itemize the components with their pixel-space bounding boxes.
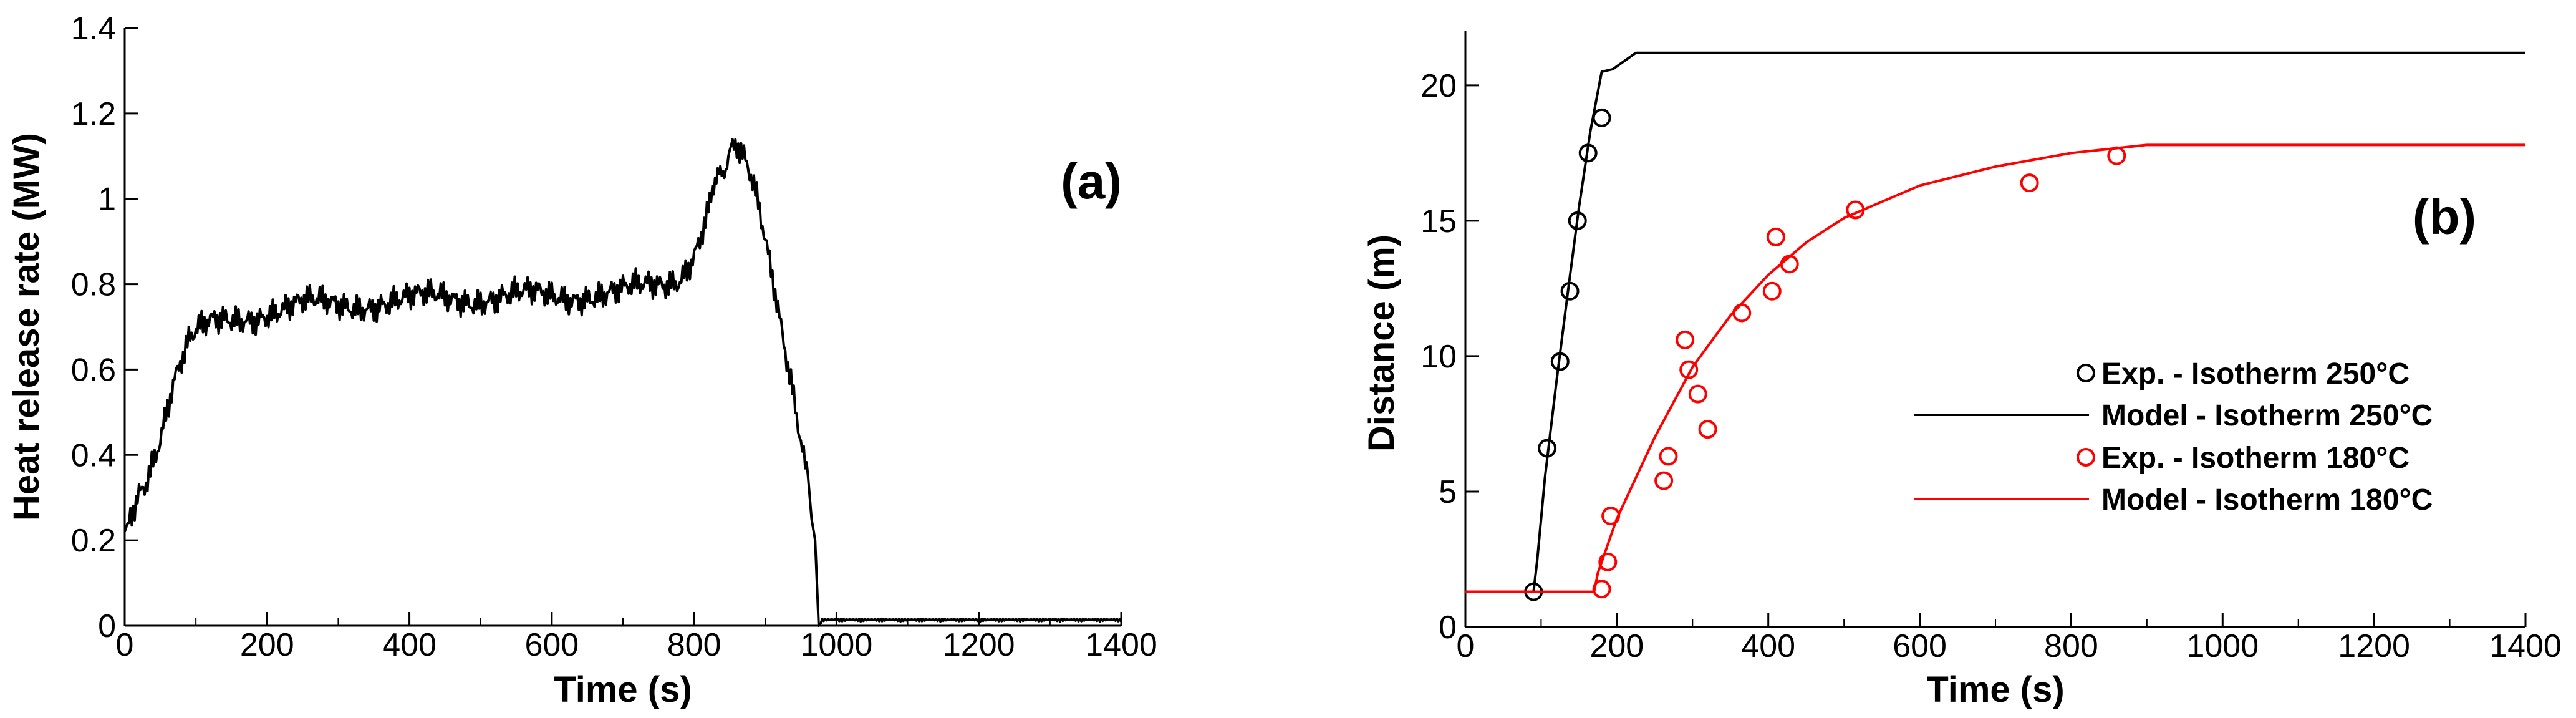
y-tick-label: 1.4: [71, 11, 116, 47]
y-tick-label: 0.6: [71, 352, 116, 388]
y-axis-label-b: Distance (m): [1361, 235, 1402, 452]
legend-label-model-250: Model - Isotherm 250°C: [2101, 399, 2433, 432]
data-point: [1688, 384, 1707, 404]
data-point: [1766, 227, 1785, 246]
x-tick-label: 1400: [1085, 627, 1157, 663]
data-point: [1676, 330, 1695, 349]
x-tick-labels-a: 0 200 400 600 800 1000 1200 1400: [116, 627, 1157, 663]
legend-label-exp-250: Exp. - Isotherm 250°C: [2101, 357, 2410, 391]
x-tick-labels-b: 0 200 400 600 800 1000 1200 1400: [1457, 628, 2562, 664]
y-tick-label: 0.2: [71, 523, 116, 559]
x-tick-label: 400: [1741, 628, 1795, 664]
series-group-b: [1465, 51, 2525, 601]
y-tick-label: 1: [98, 182, 116, 218]
x-tick-label: 800: [667, 627, 721, 663]
plot-area-b: [1465, 31, 2525, 627]
series-group-a: [123, 138, 1122, 627]
y-tick-label: 0.4: [71, 437, 116, 473]
x-tick-label: 600: [1893, 628, 1947, 664]
data-point: [1659, 447, 1678, 466]
x-tick-label: 0: [1457, 628, 1475, 664]
series-line: [1465, 51, 2525, 593]
series-line: [1465, 143, 2525, 593]
legend-marker-exp-180: [2077, 448, 2095, 467]
panel-label-a: (a): [1061, 153, 1122, 209]
x-tick-label: 600: [524, 627, 579, 663]
ticks-b: [1464, 84, 2527, 628]
y-tick-label: 15: [1421, 203, 1457, 240]
x-tick-label: 1200: [943, 627, 1015, 663]
x-tick-label: 1200: [2338, 628, 2410, 664]
series-line: [123, 138, 1122, 627]
y-tick-labels-b: 0 5 10 15 20: [1421, 68, 1457, 646]
legend-marker-exp-250: [2077, 364, 2095, 382]
legend-b: Exp. - Isotherm 250°C Model - Isotherm 2…: [1914, 357, 2433, 517]
data-point: [1654, 471, 1674, 490]
x-tick-label: 1000: [801, 627, 873, 663]
x-tick-label: 800: [2044, 628, 2098, 664]
data-point: [2020, 173, 2039, 193]
y-tick-label: 0: [98, 608, 116, 644]
chart-panel-a: 0 200 400 600 800 1000 1200 1400 0 0.2 0.4 0.6 0.8 1…: [6, 11, 1157, 710]
legend-label-exp-180: Exp. - Isotherm 180°C: [2101, 442, 2410, 475]
legend-label-model-180: Model - Isotherm 180°C: [2101, 483, 2433, 517]
y-tick-label: 0: [1439, 609, 1457, 646]
data-point: [1698, 420, 1717, 439]
y-tick-labels-a: 0 0.2 0.4 0.6 0.8 1 1.2 1.4: [71, 11, 116, 644]
x-tick-label: 0: [116, 627, 134, 663]
chart-panel-b: 0 200 400 600 800 1000 1200 1400 0 5 10 15 20 Time …: [1361, 31, 2562, 710]
data-point: [1762, 281, 1782, 301]
data-point: [1679, 360, 1699, 379]
y-axis-label-a: Heat release rate (MW): [6, 133, 47, 521]
y-tick-label: 0.8: [71, 267, 116, 303]
plot-area-a: [125, 28, 1121, 626]
x-tick-label: 400: [382, 627, 437, 663]
x-tick-label: 200: [1589, 628, 1644, 664]
x-axis-label-a: Time (s): [554, 669, 692, 710]
y-tick-label: 10: [1421, 339, 1457, 375]
y-tick-label: 5: [1439, 474, 1457, 510]
panel-label-b: (b): [2413, 189, 2476, 245]
y-tick-label: 1.2: [71, 96, 116, 132]
x-tick-label: 1000: [2186, 628, 2259, 664]
x-tick-label: 1400: [2489, 628, 2562, 664]
x-axis-label-b: Time (s): [1926, 669, 2064, 710]
y-tick-label: 20: [1421, 68, 1457, 104]
x-tick-label: 200: [240, 627, 294, 663]
data-point: [1598, 552, 1618, 571]
